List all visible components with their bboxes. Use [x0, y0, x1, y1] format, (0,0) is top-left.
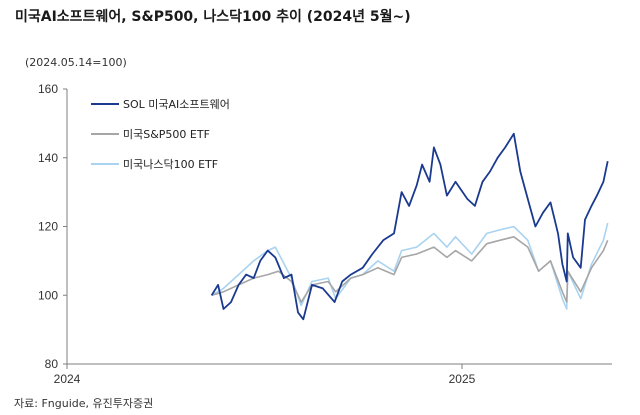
y-tick-label: 160	[38, 82, 58, 96]
chart-title: 미국AI소프트웨어, S&P500, 나스닥100 추이 (2024년 5월~)	[15, 9, 411, 25]
x-tick-label: 2024	[54, 372, 81, 386]
y-tick-label: 120	[38, 220, 58, 234]
x-tick-label: 2025	[449, 372, 476, 386]
source-note: 자료: Fnguide, 유진투자증권	[14, 397, 154, 410]
y-tick-label: 140	[38, 151, 58, 165]
y-tick-label: 80	[45, 357, 59, 371]
legend-label-1: 미국S&P500 ETF	[123, 128, 210, 141]
series-line-2	[211, 222, 609, 310]
legend-label-2: 미국나스닥100 ETF	[123, 158, 218, 171]
legend-label-0: SOL 미국AI소프트웨어	[123, 98, 230, 111]
series-line-1	[211, 236, 609, 303]
y-tick-label: 100	[38, 288, 58, 302]
series-line-0	[210, 132, 609, 321]
chart-subtitle: (2024.05.14=100)	[25, 56, 127, 69]
